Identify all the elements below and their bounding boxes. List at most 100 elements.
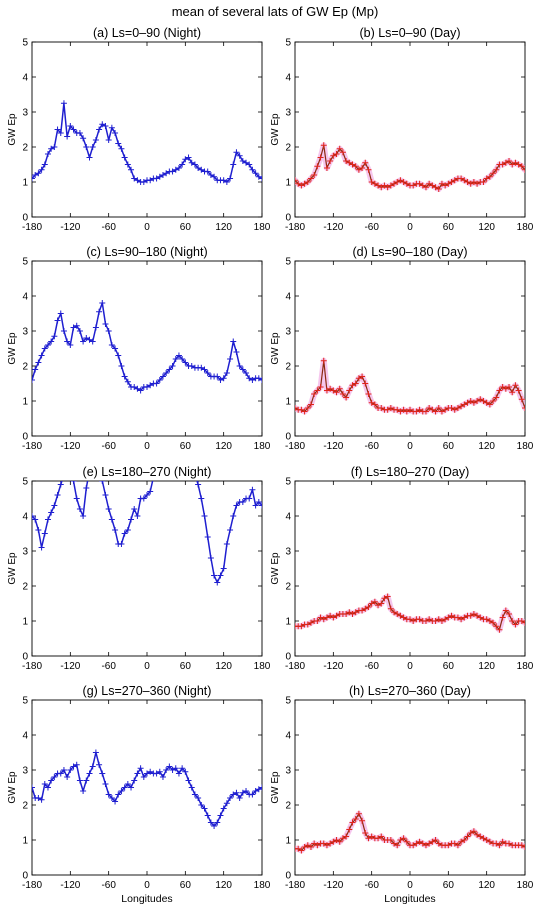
x-tick-label: 180: [254, 441, 271, 452]
data-point: [295, 405, 298, 411]
data-point: [483, 616, 490, 623]
series-shade: [295, 142, 525, 192]
data-point: [118, 541, 125, 547]
data-point: [311, 172, 318, 178]
y-tick-label: 4: [22, 292, 28, 303]
data-point: [518, 396, 525, 403]
data-point: [239, 158, 246, 164]
data-point: [140, 774, 147, 780]
x-tick-label: -120: [60, 661, 80, 672]
data-point: [124, 161, 131, 168]
data-point: [474, 398, 481, 404]
data-point: [35, 359, 42, 366]
data-point: [182, 768, 189, 775]
data-point: [185, 154, 192, 161]
data-point: [140, 179, 147, 185]
data-point: [44, 784, 51, 791]
y-tick-label: 1: [22, 178, 28, 189]
data-point: [259, 502, 262, 509]
data-point: [426, 616, 433, 623]
data-point: [467, 830, 474, 836]
data-point: [359, 817, 366, 824]
y-tick-label: 2: [285, 582, 291, 593]
data-point: [368, 399, 375, 406]
data-point: [339, 391, 346, 397]
y-tick-label: 0: [22, 871, 28, 882]
data-point: [470, 399, 477, 406]
data-point: [32, 377, 35, 383]
data-point: [64, 133, 71, 140]
y-axis-label: GW Ep: [270, 552, 281, 585]
data-point: [255, 786, 262, 793]
data-point: [227, 175, 234, 182]
data-point: [333, 151, 340, 157]
data-point: [486, 618, 493, 624]
data-point: [233, 789, 240, 796]
x-tick-label: -180: [285, 222, 305, 233]
data-point: [115, 140, 122, 147]
y-tick-label: 4: [285, 73, 291, 84]
data-point: [121, 530, 128, 537]
series-line: [32, 481, 262, 584]
data-point: [435, 186, 442, 192]
plot-frame: [294, 41, 526, 218]
data-point: [172, 356, 179, 362]
data-point: [83, 485, 90, 491]
data-point: [339, 835, 346, 842]
y-tick-label: 4: [22, 512, 28, 523]
data-point: [496, 626, 503, 633]
data-point: [134, 770, 141, 777]
data-point: [96, 308, 103, 315]
data-point: [304, 621, 311, 628]
data-point: [51, 144, 58, 150]
data-point: [73, 761, 80, 768]
data-point: [432, 618, 439, 624]
data-point: [41, 530, 48, 537]
data-point: [252, 502, 259, 509]
data-point: [92, 324, 99, 331]
data-point: [295, 845, 302, 852]
x-tick-label: 60: [180, 880, 192, 891]
y-tick-label: 1: [285, 397, 291, 408]
data-point: [86, 770, 93, 777]
data-point: [461, 837, 468, 843]
x-tick-label: -180: [22, 880, 42, 891]
data-point: [239, 499, 246, 505]
data-point: [320, 616, 327, 623]
data-point: [391, 840, 398, 847]
data-point: [378, 405, 385, 411]
x-tick-label: 0: [144, 661, 150, 672]
data-point: [124, 378, 131, 385]
plot-frame: [31, 260, 263, 437]
data-point: [343, 833, 350, 840]
data-point: [435, 405, 442, 411]
data-point: [38, 796, 45, 803]
data-point: [92, 749, 99, 756]
data-point: [387, 405, 394, 411]
data-point: [467, 180, 474, 187]
data-point: [44, 516, 51, 523]
data-point: [172, 765, 179, 772]
data-point: [140, 495, 147, 502]
data-point: [349, 382, 356, 389]
x-tick-label: 180: [517, 880, 534, 891]
x-tick-label: 60: [180, 661, 192, 672]
data-point: [233, 149, 240, 156]
data-point: [355, 166, 362, 173]
data-point: [429, 838, 436, 845]
data-point: [496, 387, 503, 394]
data-point: [54, 126, 61, 133]
data-point: [252, 788, 259, 794]
data-point: [320, 357, 327, 364]
data-point: [499, 384, 506, 390]
data-point: [474, 180, 481, 187]
data-point: [403, 180, 410, 187]
data-point: [76, 130, 83, 136]
data-point: [454, 405, 461, 411]
y-tick-label: 5: [22, 38, 28, 49]
data-point: [32, 513, 35, 519]
data-point: [327, 840, 334, 847]
data-point: [429, 182, 436, 189]
data-point: [51, 774, 58, 780]
data-point: [259, 175, 262, 182]
